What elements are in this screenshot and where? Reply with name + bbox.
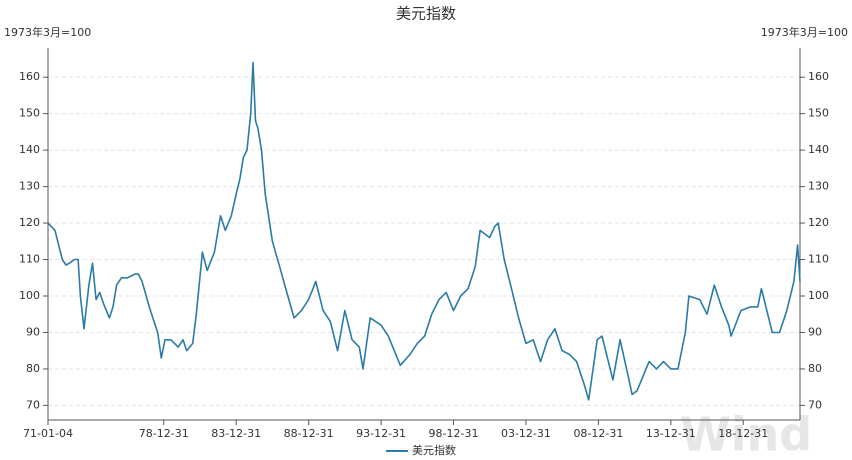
x-tick-label: 03-12-31 [501, 427, 551, 440]
y2-tick-label: 100 [808, 289, 829, 302]
y-tick-label: 70 [26, 398, 40, 411]
x-tick-label: 83-12-31 [211, 427, 261, 440]
y-tick-label: 130 [19, 180, 40, 193]
y-tick-label: 150 [19, 107, 40, 120]
x-tick-label: 08-12-31 [573, 427, 623, 440]
x-tick-label: 93-12-31 [356, 427, 406, 440]
x-tick-label: 18-12-31 [718, 427, 768, 440]
y-tick-label: 140 [19, 143, 40, 156]
y-tick-label: 160 [19, 70, 40, 83]
y-tick-label: 110 [19, 253, 40, 266]
y-tick-label: 90 [26, 325, 40, 338]
x-tick-label: 78-12-31 [139, 427, 189, 440]
y-tick-label: 100 [19, 289, 40, 302]
legend-label: 美元指数 [412, 443, 456, 457]
data-line [47, 61, 801, 401]
y2-tick-label: 80 [808, 362, 822, 375]
y-tick-label: 80 [26, 362, 40, 375]
chart-title: 美元指数 [396, 5, 456, 23]
y2-tick-label: 70 [808, 398, 822, 411]
x-tick-label: 98-12-31 [429, 427, 479, 440]
y-axis-label: 1973年3月=100 [4, 25, 91, 39]
x-tick-label: 13-12-31 [646, 427, 696, 440]
y2-tick-label: 90 [808, 325, 822, 338]
y2-tick-label: 110 [808, 253, 829, 266]
y2-tick-label: 160 [808, 70, 829, 83]
y2-tick-label: 150 [808, 107, 829, 120]
y2-tick-label: 140 [808, 143, 829, 156]
y2-tick-label: 120 [808, 216, 829, 229]
x-tick-label: 71-01-04 [23, 427, 73, 440]
x-tick-label: 88-12-31 [284, 427, 334, 440]
y-tick-label: 120 [19, 216, 40, 229]
y2-tick-label: 130 [808, 180, 829, 193]
watermark: Wind [680, 408, 812, 460]
y2-axis-label: 1973年3月=100 [761, 25, 848, 39]
